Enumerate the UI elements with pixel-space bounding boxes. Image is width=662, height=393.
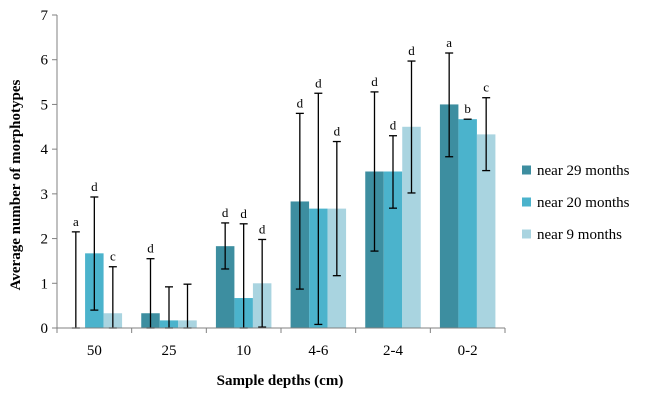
y-tick-label: 2 (41, 232, 49, 248)
y-tick-label: 0 (41, 321, 49, 337)
significance-label: d (408, 43, 415, 58)
x-tick-label: 0-2 (458, 343, 478, 359)
y-tick-label: 3 (41, 187, 49, 203)
significance-label: a (73, 214, 79, 229)
significance-label: b (464, 101, 471, 116)
x-tick-label: 2-4 (383, 343, 403, 359)
legend-label: near 20 months (537, 195, 630, 211)
y-tick-label: 5 (41, 97, 49, 113)
x-axis-title: Sample depths (cm) (217, 373, 344, 389)
x-tick-label: 25 (162, 343, 177, 359)
y-tick-label: 6 (41, 53, 49, 69)
legend-label: near 29 months (537, 163, 630, 179)
significance-label: c (483, 80, 489, 95)
significance-label: d (240, 206, 247, 221)
significance-label: d (91, 179, 98, 194)
significance-label: d (315, 75, 322, 90)
y-tick-label: 7 (41, 8, 49, 24)
significance-label: c (110, 249, 116, 264)
y-axis: 0 1 2 3 4 5 6 7 (41, 8, 58, 337)
x-tick-label: 50 (87, 343, 102, 359)
bar (215, 246, 235, 328)
legend-label: near 9 months (537, 227, 622, 243)
legend-swatch (522, 229, 531, 239)
bar (476, 134, 496, 328)
x-axis: 50 25 10 4-6 2-4 0-2 (56, 327, 506, 359)
x-tick-label: 4-6 (308, 343, 328, 359)
bar (402, 126, 421, 329)
significance-label: d (334, 124, 341, 139)
legend-swatch (522, 165, 531, 175)
y-axis-title: Average number of morphotypes (8, 80, 24, 291)
bar (383, 171, 403, 328)
legend-swatch (522, 197, 531, 207)
significance-label: d (259, 221, 266, 236)
legend: near 29 months near 20 months near 9 month… (522, 163, 630, 243)
bar (439, 104, 459, 328)
y-tick-label: 1 (41, 276, 49, 292)
significance-label: d (390, 118, 397, 133)
bar (458, 119, 477, 328)
significance-label: d (147, 241, 154, 256)
x-tick-label: 10 (236, 343, 251, 359)
significance-label: d (297, 95, 304, 110)
significance-label: d (222, 205, 229, 220)
y-tick-label: 4 (41, 142, 49, 158)
significance-label: d (371, 74, 378, 89)
significance-label: a (446, 35, 452, 50)
